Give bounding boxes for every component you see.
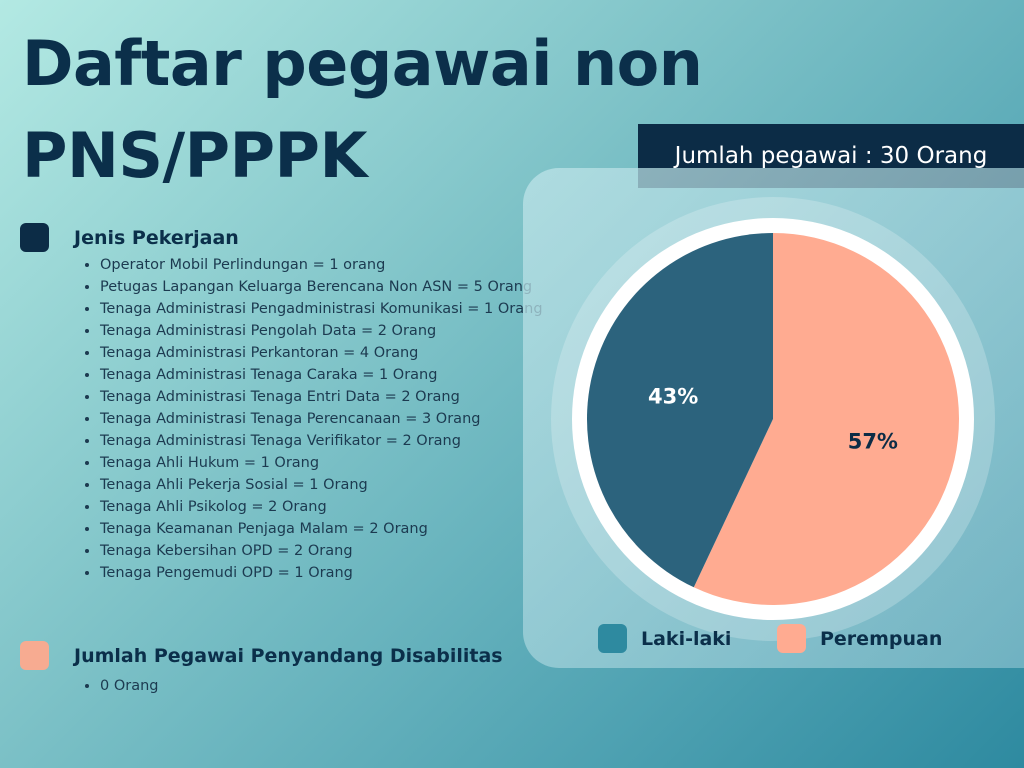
disability-list: 0 Orang <box>80 675 159 697</box>
job-list-item: Tenaga Administrasi Pengolah Data = 2 Or… <box>100 320 543 342</box>
pie-label-laki-laki: 43% <box>648 385 698 409</box>
job-list-item: Tenaga Administrasi Tenaga Caraka = 1 Or… <box>100 364 543 386</box>
page-title: Daftar pegawai non PNS/PPPK <box>22 18 703 202</box>
title-line-1: Daftar pegawai non <box>22 27 703 100</box>
legend-label-laki-laki: Laki-laki <box>641 627 732 650</box>
job-list-item: Tenaga Pengemudi OPD = 1 Orang <box>100 562 543 584</box>
total-employees-label: Jumlah pegawai : 30 Orang <box>674 143 988 169</box>
legend-swatch-laki-laki <box>598 624 627 653</box>
legend-item-laki-laki: Laki-laki <box>598 624 731 653</box>
section-disability-header: Jumlah Pegawai Penyandang Disabilitas <box>20 641 503 670</box>
job-list-item: Tenaga Administrasi Tenaga Verifikator =… <box>100 430 543 452</box>
pie-slice-laki-laki <box>586 233 773 588</box>
pie-slice-perempuan <box>693 233 959 605</box>
job-list-item: Tenaga Ahli Pekerja Sosial = 1 Orang <box>100 474 543 496</box>
job-list-item: Tenaga Administrasi Perkantoran = 4 Oran… <box>100 342 543 364</box>
job-list-item: Tenaga Kebersihan OPD = 2 Orang <box>100 540 543 562</box>
job-list-item: Tenaga Administrasi Tenaga Perencanaan =… <box>100 408 543 430</box>
job-list-item: Tenaga Administrasi Pengadministrasi Kom… <box>100 298 543 320</box>
jobs-square-icon <box>20 223 49 252</box>
legend-item-perempuan: Perempuan <box>777 624 942 653</box>
pie-label-perempuan: 57% <box>848 429 898 453</box>
legend-label-perempuan: Perempuan <box>820 627 943 650</box>
job-list-item: Tenaga Administrasi Tenaga Entri Data = … <box>100 386 543 408</box>
legend-swatch-perempuan <box>777 624 806 653</box>
job-list-item: Operator Mobil Perlindungan = 1 orang <box>100 254 543 276</box>
jobs-list: Operator Mobil Perlindungan = 1 orangPet… <box>80 254 543 584</box>
job-list-item: Tenaga Ahli Hukum = 1 Orang <box>100 452 543 474</box>
disability-square-icon <box>20 641 49 670</box>
job-list-item: Tenaga Ahli Psikolog = 2 Orang <box>100 496 543 518</box>
job-list-item: Petugas Lapangan Keluarga Berencana Non … <box>100 276 543 298</box>
disability-list-item: 0 Orang <box>100 675 159 697</box>
section-jobs-label: Jenis Pekerjaan <box>74 226 239 249</box>
section-disability-label: Jumlah Pegawai Penyandang Disabilitas <box>74 644 503 667</box>
section-jobs-header: Jenis Pekerjaan <box>20 223 239 252</box>
job-list-item: Tenaga Keamanan Penjaga Malam = 2 Orang <box>100 518 543 540</box>
title-line-2: PNS/PPPK <box>22 119 368 192</box>
